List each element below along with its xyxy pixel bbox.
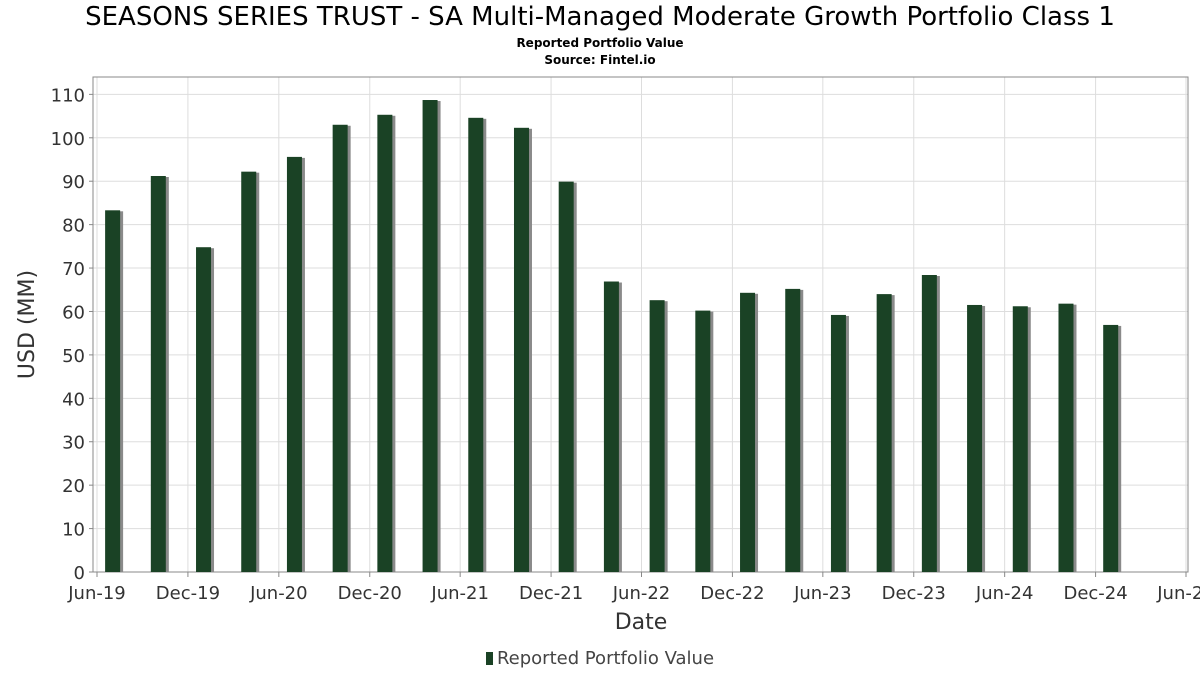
bar <box>785 288 801 572</box>
chart-title: SEASONS SERIES TRUST - SA Multi-Managed … <box>85 2 1115 32</box>
y-tick-label: 90 <box>62 172 85 193</box>
bar <box>150 176 166 572</box>
x-tick-label: Jun-21 <box>430 583 489 604</box>
y-tick-label: 60 <box>62 302 85 323</box>
x-tick-label: Jun-19 <box>67 583 126 604</box>
y-tick-label: 70 <box>62 259 85 280</box>
x-tick-label: Dec-22 <box>700 583 764 604</box>
bar <box>196 247 212 573</box>
y-tick-label: 80 <box>62 216 85 237</box>
x-tick-label: Dec-19 <box>156 583 220 604</box>
x-tick-label: Jun-20 <box>249 583 308 604</box>
y-tick-label: 110 <box>51 85 85 106</box>
bar <box>649 300 665 572</box>
bar <box>286 156 302 573</box>
legend-swatch <box>485 652 493 665</box>
x-tick-label: Jun-24 <box>975 583 1034 604</box>
bar <box>830 314 846 572</box>
plot-area <box>92 76 1189 573</box>
x-tick-label: Dec-23 <box>882 583 946 604</box>
x-tick-label: Dec-21 <box>519 583 583 604</box>
bar <box>105 210 121 573</box>
grid-lines <box>93 77 1188 573</box>
x-axis-label: Date <box>615 610 668 635</box>
y-tick-label: 10 <box>62 520 85 541</box>
bar <box>876 294 892 572</box>
bar <box>241 171 257 572</box>
bar <box>603 281 619 572</box>
y-tick-label: 50 <box>62 346 85 367</box>
bar <box>1058 303 1074 572</box>
y-axis-ticks: 0 10 20 30 40 50 60 70 80 90 100 110 <box>51 85 93 584</box>
x-tick-label: Dec-24 <box>1063 583 1127 604</box>
bar <box>1012 306 1028 572</box>
x-axis-ticks: Jun-19 Dec-19 Jun-20 Dec-20 Jun-21 Dec-21 Jun-… <box>67 572 1200 604</box>
y-tick-label: 100 <box>51 129 85 150</box>
bar <box>558 181 574 573</box>
y-tick-label: 30 <box>62 433 85 454</box>
y-tick-label: 20 <box>62 476 85 497</box>
bars-group <box>105 100 1122 573</box>
bar <box>695 310 711 572</box>
chart-subtitle: Reported Portfolio Value <box>516 36 684 50</box>
bar <box>967 304 983 572</box>
x-tick-label: Dec-20 <box>338 583 402 604</box>
x-tick-label: Jun-22 <box>612 583 671 604</box>
y-tick-label: 0 <box>74 563 85 584</box>
y-axis-label: USD (MM) <box>15 270 40 379</box>
chart-source: Source: Fintel.io <box>544 53 656 67</box>
x-tick-label: Jun-25 <box>1156 583 1200 604</box>
x-tick-label: Jun-23 <box>793 583 852 604</box>
bar <box>377 114 393 573</box>
legend-label: Reported Portfolio Value <box>496 648 715 669</box>
bar <box>1103 324 1119 572</box>
bar <box>513 127 529 572</box>
bar <box>921 275 937 572</box>
bar <box>332 124 348 573</box>
legend: Reported Portfolio Value <box>0 648 1200 669</box>
bar <box>422 100 438 573</box>
bar <box>740 292 756 572</box>
bar <box>468 117 484 572</box>
y-tick-label: 40 <box>62 389 85 410</box>
